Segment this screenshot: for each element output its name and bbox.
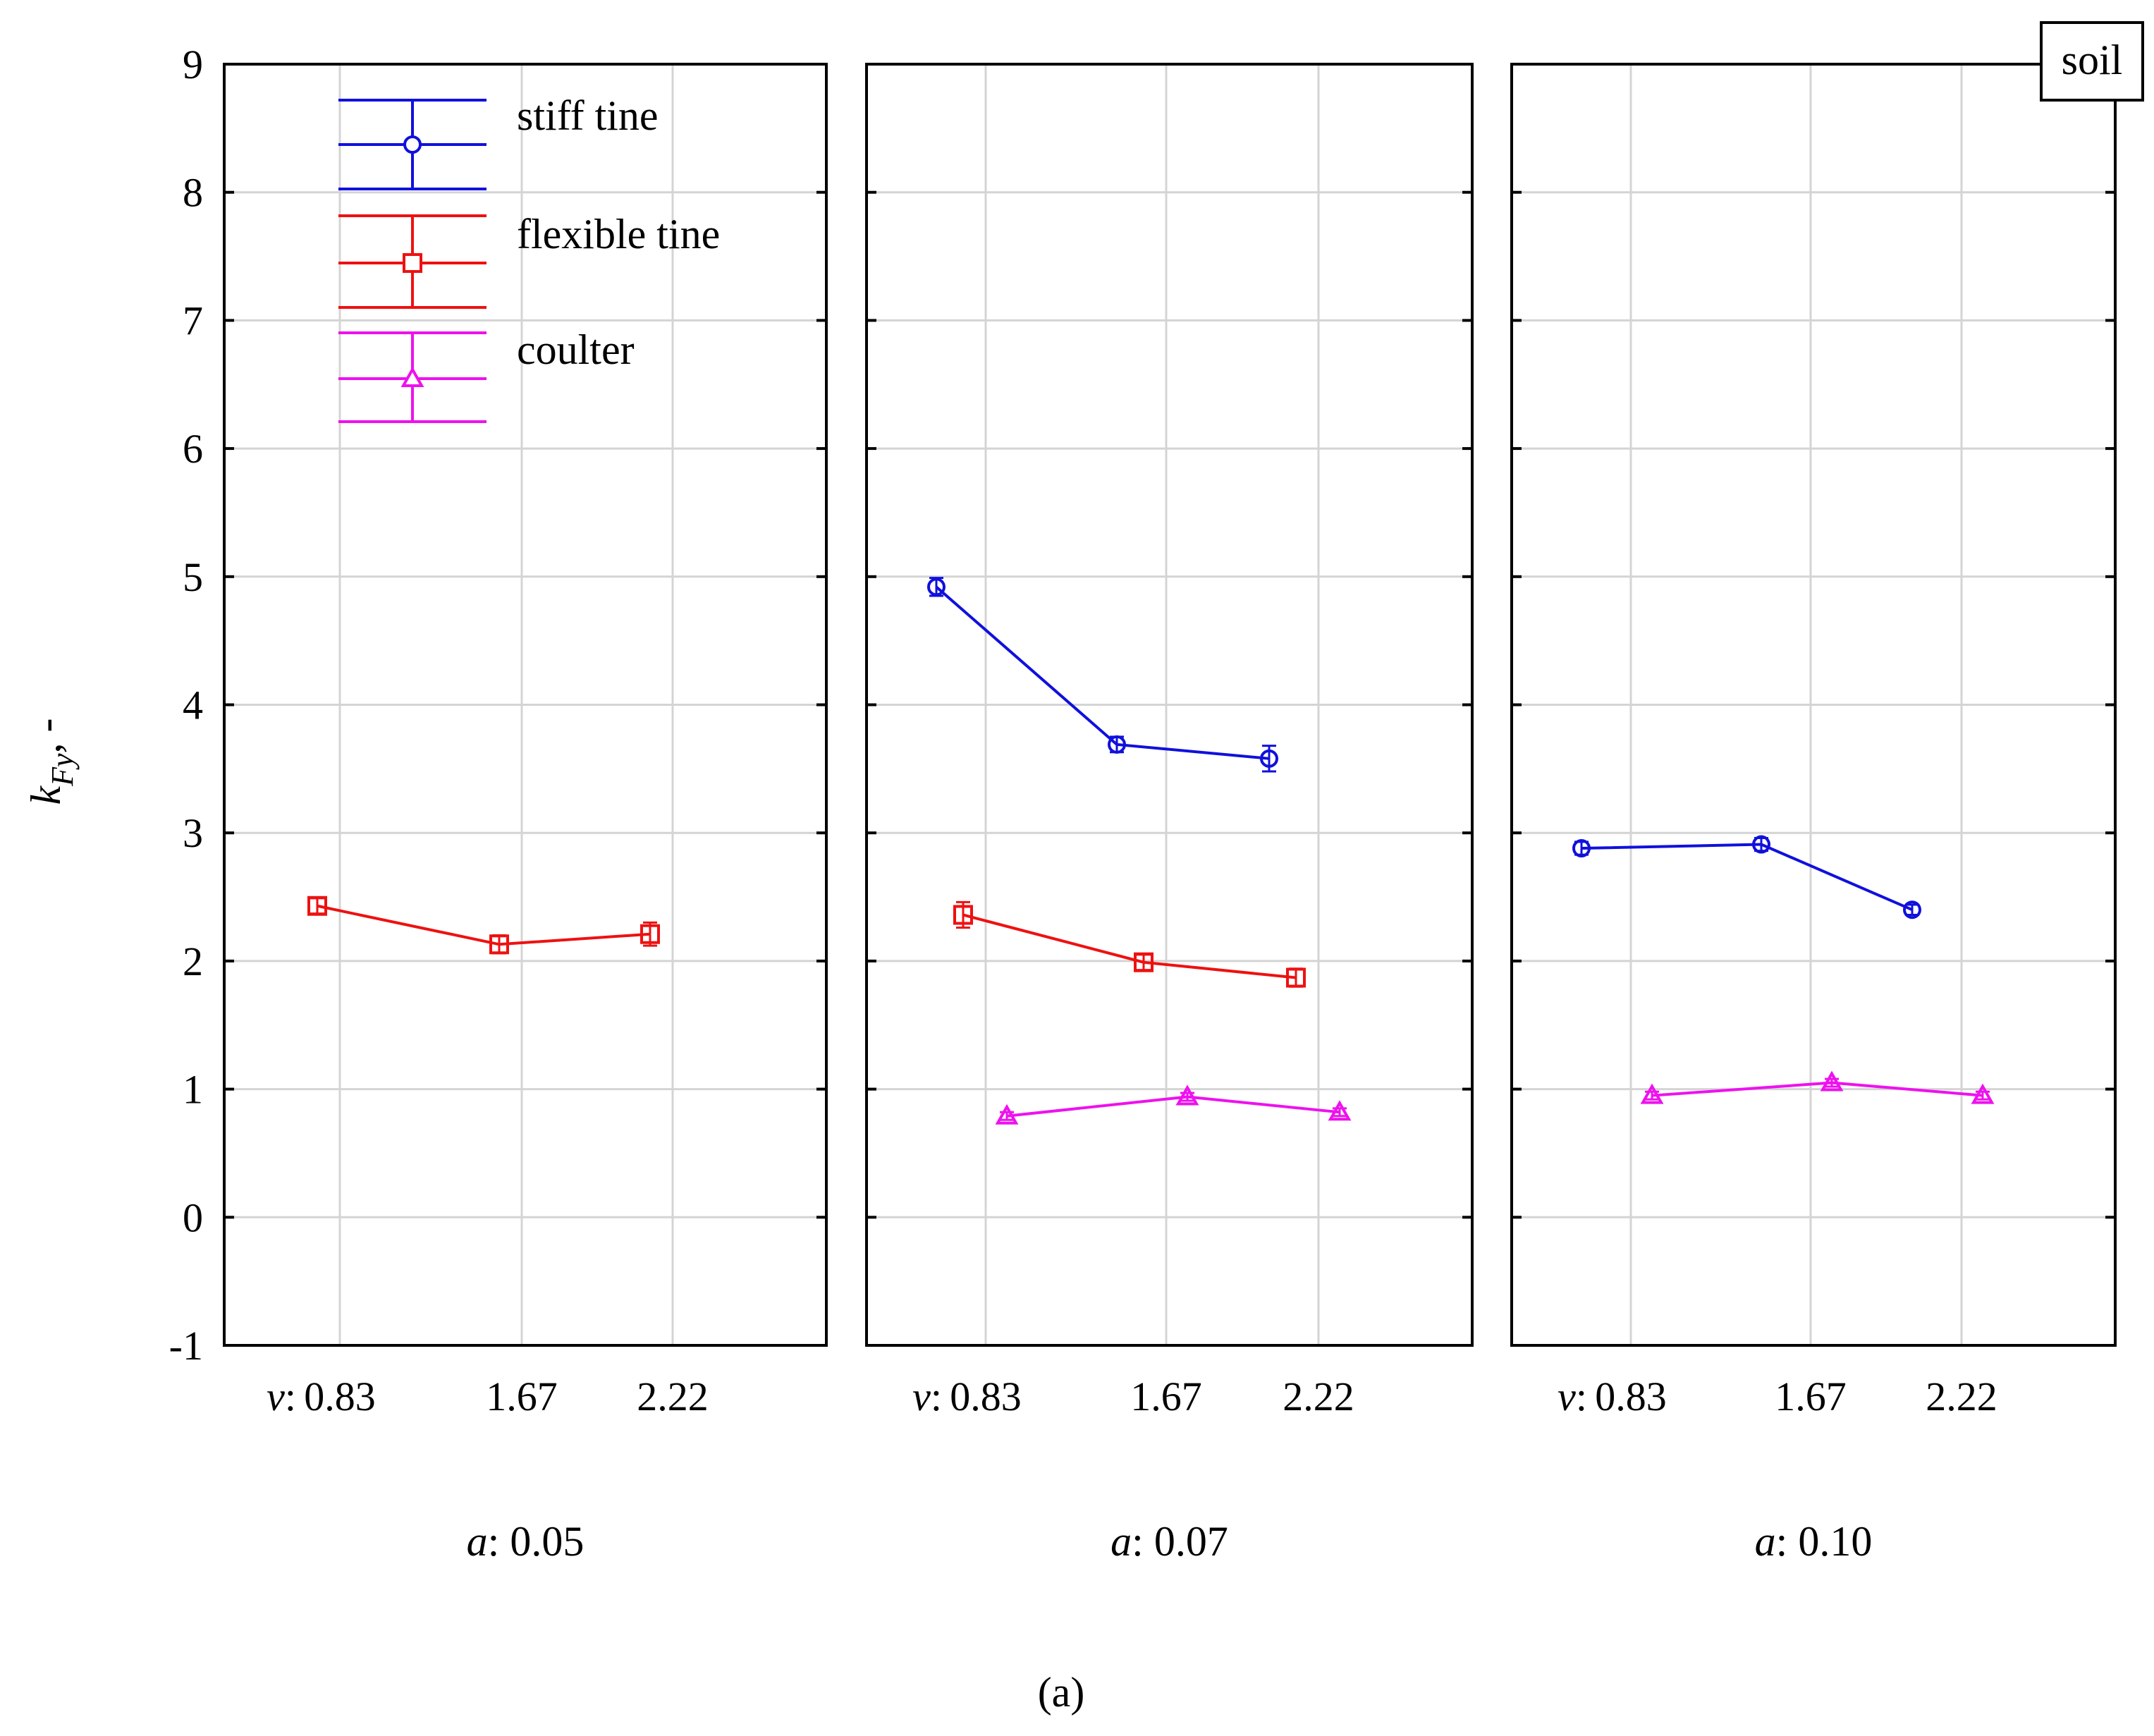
y-tick-label: 7 (183, 298, 203, 343)
data-point (953, 905, 973, 925)
data-point (1752, 835, 1770, 854)
legend-marker (400, 366, 424, 387)
x-tick-label: 1.67 (1775, 1374, 1847, 1419)
x-tick-label: 2.22 (637, 1374, 709, 1419)
soil-box: soil (2040, 21, 2144, 102)
y-axis-title: kFy, - (23, 718, 80, 805)
svg-text:kFy, -: kFy, - (23, 718, 80, 805)
data-point (1286, 967, 1306, 988)
data-point (489, 934, 509, 955)
panel-a-0.10: 0.83v: 1.67 2.22 a: 0.10 (1510, 63, 2117, 1565)
legend: stiff tine flexible tine coulter (338, 92, 720, 423)
data-point (1108, 735, 1126, 754)
y-tick-label: 2 (183, 939, 203, 984)
y-tick-label: 1 (183, 1067, 203, 1113)
y-tick-label: 0 (183, 1194, 203, 1240)
x-prefix-label: v: (267, 1374, 296, 1419)
x-tick-label: 0.83 (1595, 1374, 1667, 1419)
data-point (1328, 1100, 1352, 1121)
legend-label: coulter (517, 326, 635, 373)
data-point (1640, 1083, 1664, 1104)
legend-item-stiff-tine: stiff tine (338, 92, 659, 190)
y-tick-label: -1 (169, 1323, 203, 1369)
series-flexible-tine (953, 900, 1306, 988)
x-tick-label: 0.83 (950, 1374, 1022, 1419)
panel-a-0.07: 0.83v: 1.67 2.22 a: 0.07 (865, 63, 1474, 1565)
data-point (1134, 952, 1154, 972)
panel-a-label: a: 0.05 (467, 1518, 585, 1565)
panel-a-label: a: 0.07 (1110, 1518, 1228, 1565)
x-prefix-label: v: (912, 1374, 942, 1419)
x-tick-label: 2.22 (1283, 1374, 1354, 1419)
legend-label: stiff tine (517, 92, 659, 139)
y-tick-label: 8 (183, 170, 203, 216)
data-point (1903, 900, 1921, 919)
ylabel-suffix: , - (23, 718, 69, 753)
data-point (1175, 1084, 1199, 1106)
y-tick-label: 4 (183, 683, 203, 728)
x-tick-label: 0.83 (304, 1374, 376, 1419)
series-line (317, 904, 651, 946)
series-line (1006, 1095, 1340, 1118)
data-point (1820, 1070, 1844, 1092)
legend-marker (403, 253, 422, 273)
y-tick-label: 5 (183, 554, 203, 600)
y-tick-label: 9 (183, 42, 203, 87)
data-point (1971, 1083, 1995, 1104)
series-coulter (1640, 1070, 1995, 1104)
data-point (640, 924, 660, 944)
ylabel-subscript: Fy (45, 753, 80, 787)
series-line (962, 913, 1297, 979)
panel-a-label: a: 0.10 (1755, 1518, 1873, 1565)
legend-label: flexible tine (517, 211, 720, 257)
data-point (1572, 839, 1591, 858)
y-tick-label: 6 (183, 426, 203, 472)
panel-a-0.05: -1 0 1 2 3 4 5 6 7 8 9 0.83v: 1.67 2.22 a: 0.05 (169, 42, 828, 1565)
figure-label: (a) (1038, 1669, 1085, 1716)
data-point (307, 895, 327, 916)
series-coulter (995, 1084, 1352, 1125)
data-point (995, 1104, 1019, 1125)
ylabel-symbol: k (23, 786, 69, 805)
series-flexible-tine (307, 895, 660, 955)
legend-item-coulter: coulter (338, 326, 635, 423)
data-point (927, 577, 946, 597)
series-stiff-tine (1572, 835, 1921, 919)
x-tick-label: 2.22 (1926, 1374, 1997, 1419)
x-prefix-label: v: (1558, 1374, 1587, 1419)
series-stiff-tine (927, 577, 1278, 773)
y-tick-label: 3 (183, 810, 203, 856)
legend-marker (403, 135, 422, 154)
legend-item-flexible-tine: flexible tine (338, 211, 720, 309)
soil-label: soil (2062, 37, 2123, 83)
x-tick-label: 1.67 (1130, 1374, 1202, 1419)
x-tick-label: 1.67 (486, 1374, 558, 1419)
data-point (1260, 749, 1278, 768)
